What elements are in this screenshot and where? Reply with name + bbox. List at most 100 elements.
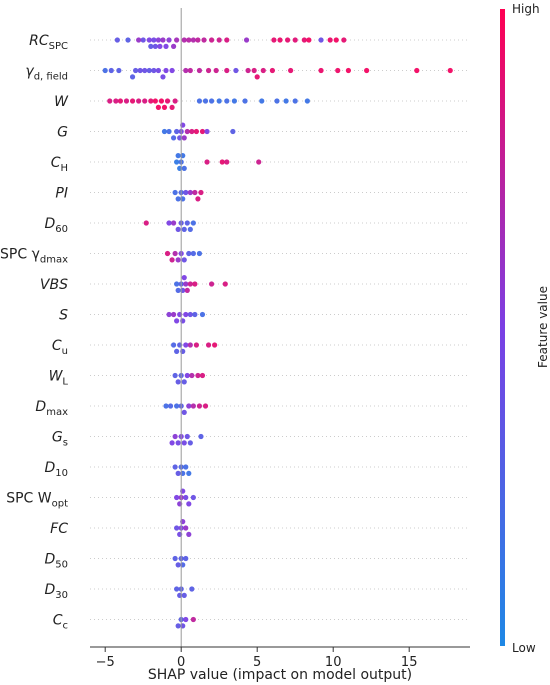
shap-point: [283, 98, 289, 104]
shap-point: [171, 311, 177, 318]
feature-label: RCSPC: [29, 33, 68, 52]
x-axis-title: SHAP value (impact on model output): [148, 667, 412, 683]
shap-point: [204, 128, 210, 135]
feature-label: D50: [44, 552, 68, 571]
shap-point: [166, 37, 172, 43]
shap-point: [198, 433, 204, 440]
shap-point: [202, 403, 209, 409]
shap-point: [301, 37, 307, 43]
shap-point: [212, 342, 218, 348]
shap-point: [285, 37, 291, 43]
shap-point: [129, 98, 136, 104]
feature-name: G: [52, 430, 63, 446]
feature-label: G: [57, 125, 68, 141]
shap-point: [160, 37, 166, 43]
feature-label: Cu: [52, 338, 68, 357]
feature-label: D30: [44, 582, 68, 601]
feature-subscript: H: [60, 163, 68, 174]
shap-point: [169, 104, 175, 110]
shap-point: [163, 43, 169, 50]
data-points: [102, 37, 453, 629]
shap-point: [181, 226, 187, 232]
feature-label: Cc: [53, 613, 68, 632]
shap-point: [414, 67, 420, 74]
shap-point: [164, 250, 171, 257]
shap-point: [184, 287, 190, 293]
shap-point: [186, 403, 192, 409]
shap-point: [186, 37, 192, 43]
shap-point: [333, 37, 339, 43]
shap-point: [187, 226, 193, 232]
shap-point: [274, 98, 280, 104]
feature-name: PI: [55, 186, 68, 202]
shap-point: [242, 98, 248, 104]
shap-point: [277, 37, 283, 43]
feature-label: FC: [50, 521, 68, 537]
shap-point: [187, 311, 193, 318]
shap-point: [192, 189, 198, 196]
shap-point: [171, 135, 177, 141]
feature-name: SPC γ: [0, 247, 40, 263]
shap-point: [181, 275, 187, 281]
shap-point: [209, 281, 215, 287]
shap-point: [174, 494, 180, 501]
shap-point: [259, 98, 265, 104]
feature-subscript: max: [46, 407, 68, 418]
shap-point: [186, 470, 192, 476]
shap-point: [161, 104, 168, 110]
shap-point: [174, 318, 180, 324]
shap-point: [181, 257, 187, 263]
x-tick-label: 5: [253, 655, 261, 670]
shap-point: [231, 98, 237, 104]
feature-label: W: [54, 94, 69, 110]
shap-point: [216, 98, 222, 104]
shap-point: [196, 67, 203, 74]
shap-point: [189, 586, 195, 592]
shap-point: [151, 37, 157, 43]
shap-point: [256, 159, 262, 165]
shap-point: [174, 348, 180, 354]
shap-point: [172, 98, 178, 104]
shap-point: [187, 342, 193, 348]
shap-point: [167, 403, 174, 409]
shap-point: [318, 37, 324, 43]
shap-point: [260, 67, 266, 74]
shap-point: [163, 67, 169, 74]
feature-label: SPC Wopt: [6, 491, 68, 510]
shap-point: [183, 67, 189, 74]
shap-point: [181, 135, 187, 141]
feature-subscript: d, field: [34, 72, 68, 83]
shap-point: [166, 128, 172, 135]
shap-point: [181, 409, 187, 415]
feature-name: C: [53, 613, 63, 629]
shap-point: [193, 342, 199, 348]
shap-point: [125, 37, 131, 43]
shap-point: [175, 379, 181, 385]
shap-point: [190, 616, 196, 623]
shap-point: [148, 98, 154, 104]
shap-point: [183, 525, 189, 531]
shap-point: [172, 464, 178, 470]
feature-name: D: [44, 582, 55, 598]
shap-point: [175, 470, 181, 476]
shap-point: [171, 342, 177, 348]
feature-name: D: [35, 399, 46, 415]
shap-point: [184, 220, 190, 226]
feature-name: W: [49, 369, 64, 385]
shap-point: [195, 37, 201, 43]
shap-point: [198, 189, 204, 196]
shap-point: [192, 311, 198, 318]
x-axis-ticks: −5 0 5 10 15: [96, 647, 417, 670]
feature-subscript: opt: [52, 499, 68, 510]
shap-point: [175, 562, 181, 568]
shap-point: [224, 67, 230, 74]
shap-point: [292, 37, 298, 43]
colorbar-high-label: High: [512, 2, 540, 16]
shap-point: [190, 220, 196, 226]
colorbar-low-label: Low: [512, 641, 536, 655]
shap-point: [196, 98, 203, 104]
shap-point: [186, 501, 192, 507]
shap-point: [174, 403, 180, 409]
shap-point: [190, 250, 196, 257]
shap-point: [172, 372, 178, 379]
